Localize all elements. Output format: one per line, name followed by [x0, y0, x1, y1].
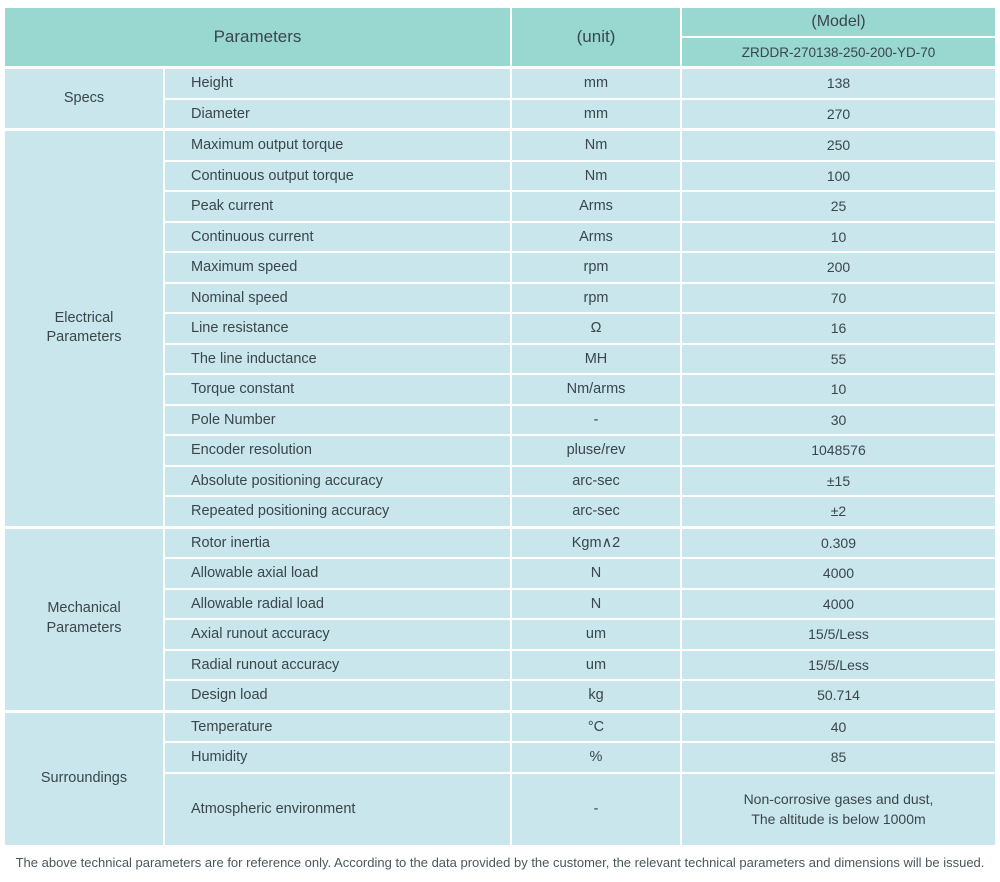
value-cell: 16 — [682, 314, 995, 343]
value-cell: 270 — [682, 99, 995, 128]
unit-cell: Kgm∧2 — [512, 528, 680, 557]
value-cell: 10 — [682, 222, 995, 251]
param-cell: Encoder resolution — [165, 436, 510, 465]
unit-cell: Nm/arms — [512, 375, 680, 404]
param-cell: Continuous current — [165, 222, 510, 251]
spec-table: Parameters (unit) (Model) ZRDDR-270138-2… — [5, 8, 997, 845]
header-model-label: (Model) — [682, 8, 995, 36]
unit-cell: Arms — [512, 222, 680, 251]
value-cell: 15/5/Less — [682, 650, 995, 679]
unit-cell: MH — [512, 344, 680, 373]
param-cell: Design load — [165, 681, 510, 710]
value-cell: 70 — [682, 283, 995, 312]
value-cell: 200 — [682, 253, 995, 282]
value-cell: 4000 — [682, 559, 995, 588]
section-label: Mechanical Parameters — [5, 528, 163, 710]
param-cell: Torque constant — [165, 375, 510, 404]
value-cell: 25 — [682, 192, 995, 221]
param-cell: Nominal speed — [165, 283, 510, 312]
unit-cell: Ω — [512, 314, 680, 343]
footer-note: The above technical parameters are for r… — [15, 855, 985, 870]
header-model-value: ZRDDR-270138-250-200-YD-70 — [682, 38, 995, 66]
header-model-column: (Model) ZRDDR-270138-250-200-YD-70 — [682, 8, 995, 66]
header-parameters: Parameters — [5, 8, 510, 66]
param-cell: Diameter — [165, 99, 510, 128]
param-cell: The line inductance — [165, 344, 510, 373]
param-cell: Maximum output torque — [165, 131, 510, 160]
section-label: Surroundings — [5, 712, 163, 845]
param-cell: Continuous output torque — [165, 161, 510, 190]
value-cell: 138 — [682, 69, 995, 98]
unit-cell: Nm — [512, 161, 680, 190]
section-label: Specs — [5, 69, 163, 128]
unit-cell: - — [512, 773, 680, 845]
param-cell: Allowable axial load — [165, 559, 510, 588]
unit-cell: arc-sec — [512, 497, 680, 526]
value-cell: Non-corrosive gases and dust, The altitu… — [682, 773, 995, 845]
param-cell: Temperature — [165, 712, 510, 741]
param-cell: Allowable radial load — [165, 589, 510, 618]
unit-cell: rpm — [512, 253, 680, 282]
section-label: Electrical Parameters — [5, 131, 163, 526]
param-cell: Line resistance — [165, 314, 510, 343]
param-cell: Atmospheric environment — [165, 773, 510, 845]
unit-cell: arc-sec — [512, 466, 680, 495]
value-cell: 30 — [682, 405, 995, 434]
section-surroundings: Surroundings Temperature °C 40 Humidity … — [5, 712, 997, 845]
unit-cell: N — [512, 589, 680, 618]
param-cell: Height — [165, 69, 510, 98]
value-cell: ±2 — [682, 497, 995, 526]
param-cell: Pole Number — [165, 405, 510, 434]
value-cell: 85 — [682, 743, 995, 772]
unit-cell: % — [512, 743, 680, 772]
unit-cell: - — [512, 405, 680, 434]
param-cell: Absolute positioning accuracy — [165, 466, 510, 495]
param-cell: Repeated positioning accuracy — [165, 497, 510, 526]
unit-cell: pluse/rev — [512, 436, 680, 465]
unit-cell: um — [512, 620, 680, 649]
param-cell: Humidity — [165, 743, 510, 772]
param-cell: Rotor inertia — [165, 528, 510, 557]
value-cell: 50.714 — [682, 681, 995, 710]
unit-cell: kg — [512, 681, 680, 710]
unit-cell: mm — [512, 99, 680, 128]
unit-cell: °C — [512, 712, 680, 741]
param-cell: Radial runout accuracy — [165, 650, 510, 679]
unit-cell: Arms — [512, 192, 680, 221]
param-cell: Axial runout accuracy — [165, 620, 510, 649]
value-cell: 40 — [682, 712, 995, 741]
value-cell: 0.309 — [682, 528, 995, 557]
value-cell: 10 — [682, 375, 995, 404]
param-cell: Peak current — [165, 192, 510, 221]
value-cell: 250 — [682, 131, 995, 160]
unit-cell: Nm — [512, 131, 680, 160]
header-unit: (unit) — [512, 8, 680, 66]
param-cell: Maximum speed — [165, 253, 510, 282]
value-cell: 4000 — [682, 589, 995, 618]
unit-cell: rpm — [512, 283, 680, 312]
unit-cell: N — [512, 559, 680, 588]
value-cell: 1048576 — [682, 436, 995, 465]
value-cell: 100 — [682, 161, 995, 190]
table-header: Parameters (unit) (Model) ZRDDR-270138-2… — [5, 8, 997, 66]
value-cell: 55 — [682, 344, 995, 373]
section-electrical-parameters: Electrical Parameters Maximum output tor… — [5, 131, 997, 526]
unit-cell: mm — [512, 69, 680, 98]
value-cell: ±15 — [682, 466, 995, 495]
section-specs: Specs Height mm 138 Diameter mm 270 — [5, 69, 997, 128]
section-mechanical-parameters: Mechanical Parameters Rotor inertia Kgm∧… — [5, 528, 997, 710]
unit-cell: um — [512, 650, 680, 679]
value-cell: 15/5/Less — [682, 620, 995, 649]
